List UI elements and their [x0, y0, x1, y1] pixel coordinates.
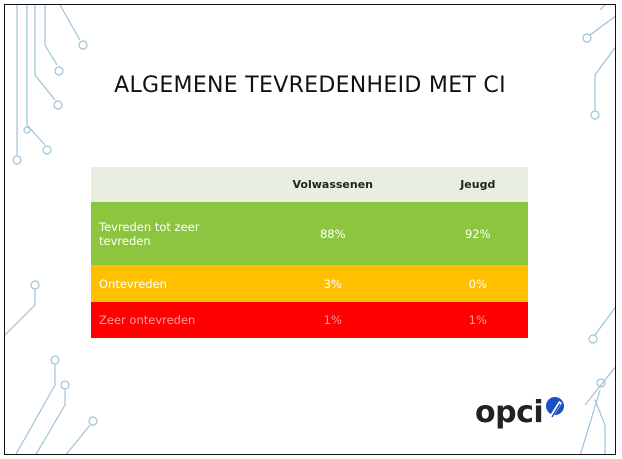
table-row: Tevreden tot zeer tevreden 88% 92% [91, 202, 528, 265]
logo-text: opci [475, 395, 543, 430]
row-label: Ontevreden [91, 265, 238, 302]
table-row: Ontevreden 3% 0% [91, 265, 528, 302]
header-row: Volwassenen Jeugd [91, 167, 528, 202]
satisfaction-table: Volwassenen Jeugd Tevreden tot zeer tevr… [91, 167, 528, 338]
cell: 88% [238, 202, 428, 265]
logo-icon [544, 395, 566, 421]
row-label: Zeer ontevreden [91, 302, 238, 338]
header-cell: Volwassenen [238, 167, 428, 202]
cell: 3% [238, 265, 428, 302]
row-label: Tevreden tot zeer tevreden [91, 202, 238, 265]
slide-title: ALGEMENE TEVREDENHEID MET CI [105, 67, 515, 104]
cell: 1% [238, 302, 428, 338]
header-cell: Jeugd [428, 167, 528, 202]
cell: 92% [428, 202, 528, 265]
cell: 0% [428, 265, 528, 302]
header-cell [91, 167, 238, 202]
slide: ALGEMENE TEVREDENHEID MET CI Volwassenen… [4, 4, 616, 455]
table-row: Zeer ontevreden 1% 1% [91, 302, 528, 338]
page: ALGEMENE TEVREDENHEID MET CI Volwassenen… [0, 0, 622, 459]
cell: 1% [428, 302, 528, 338]
logo: opci [475, 395, 566, 430]
